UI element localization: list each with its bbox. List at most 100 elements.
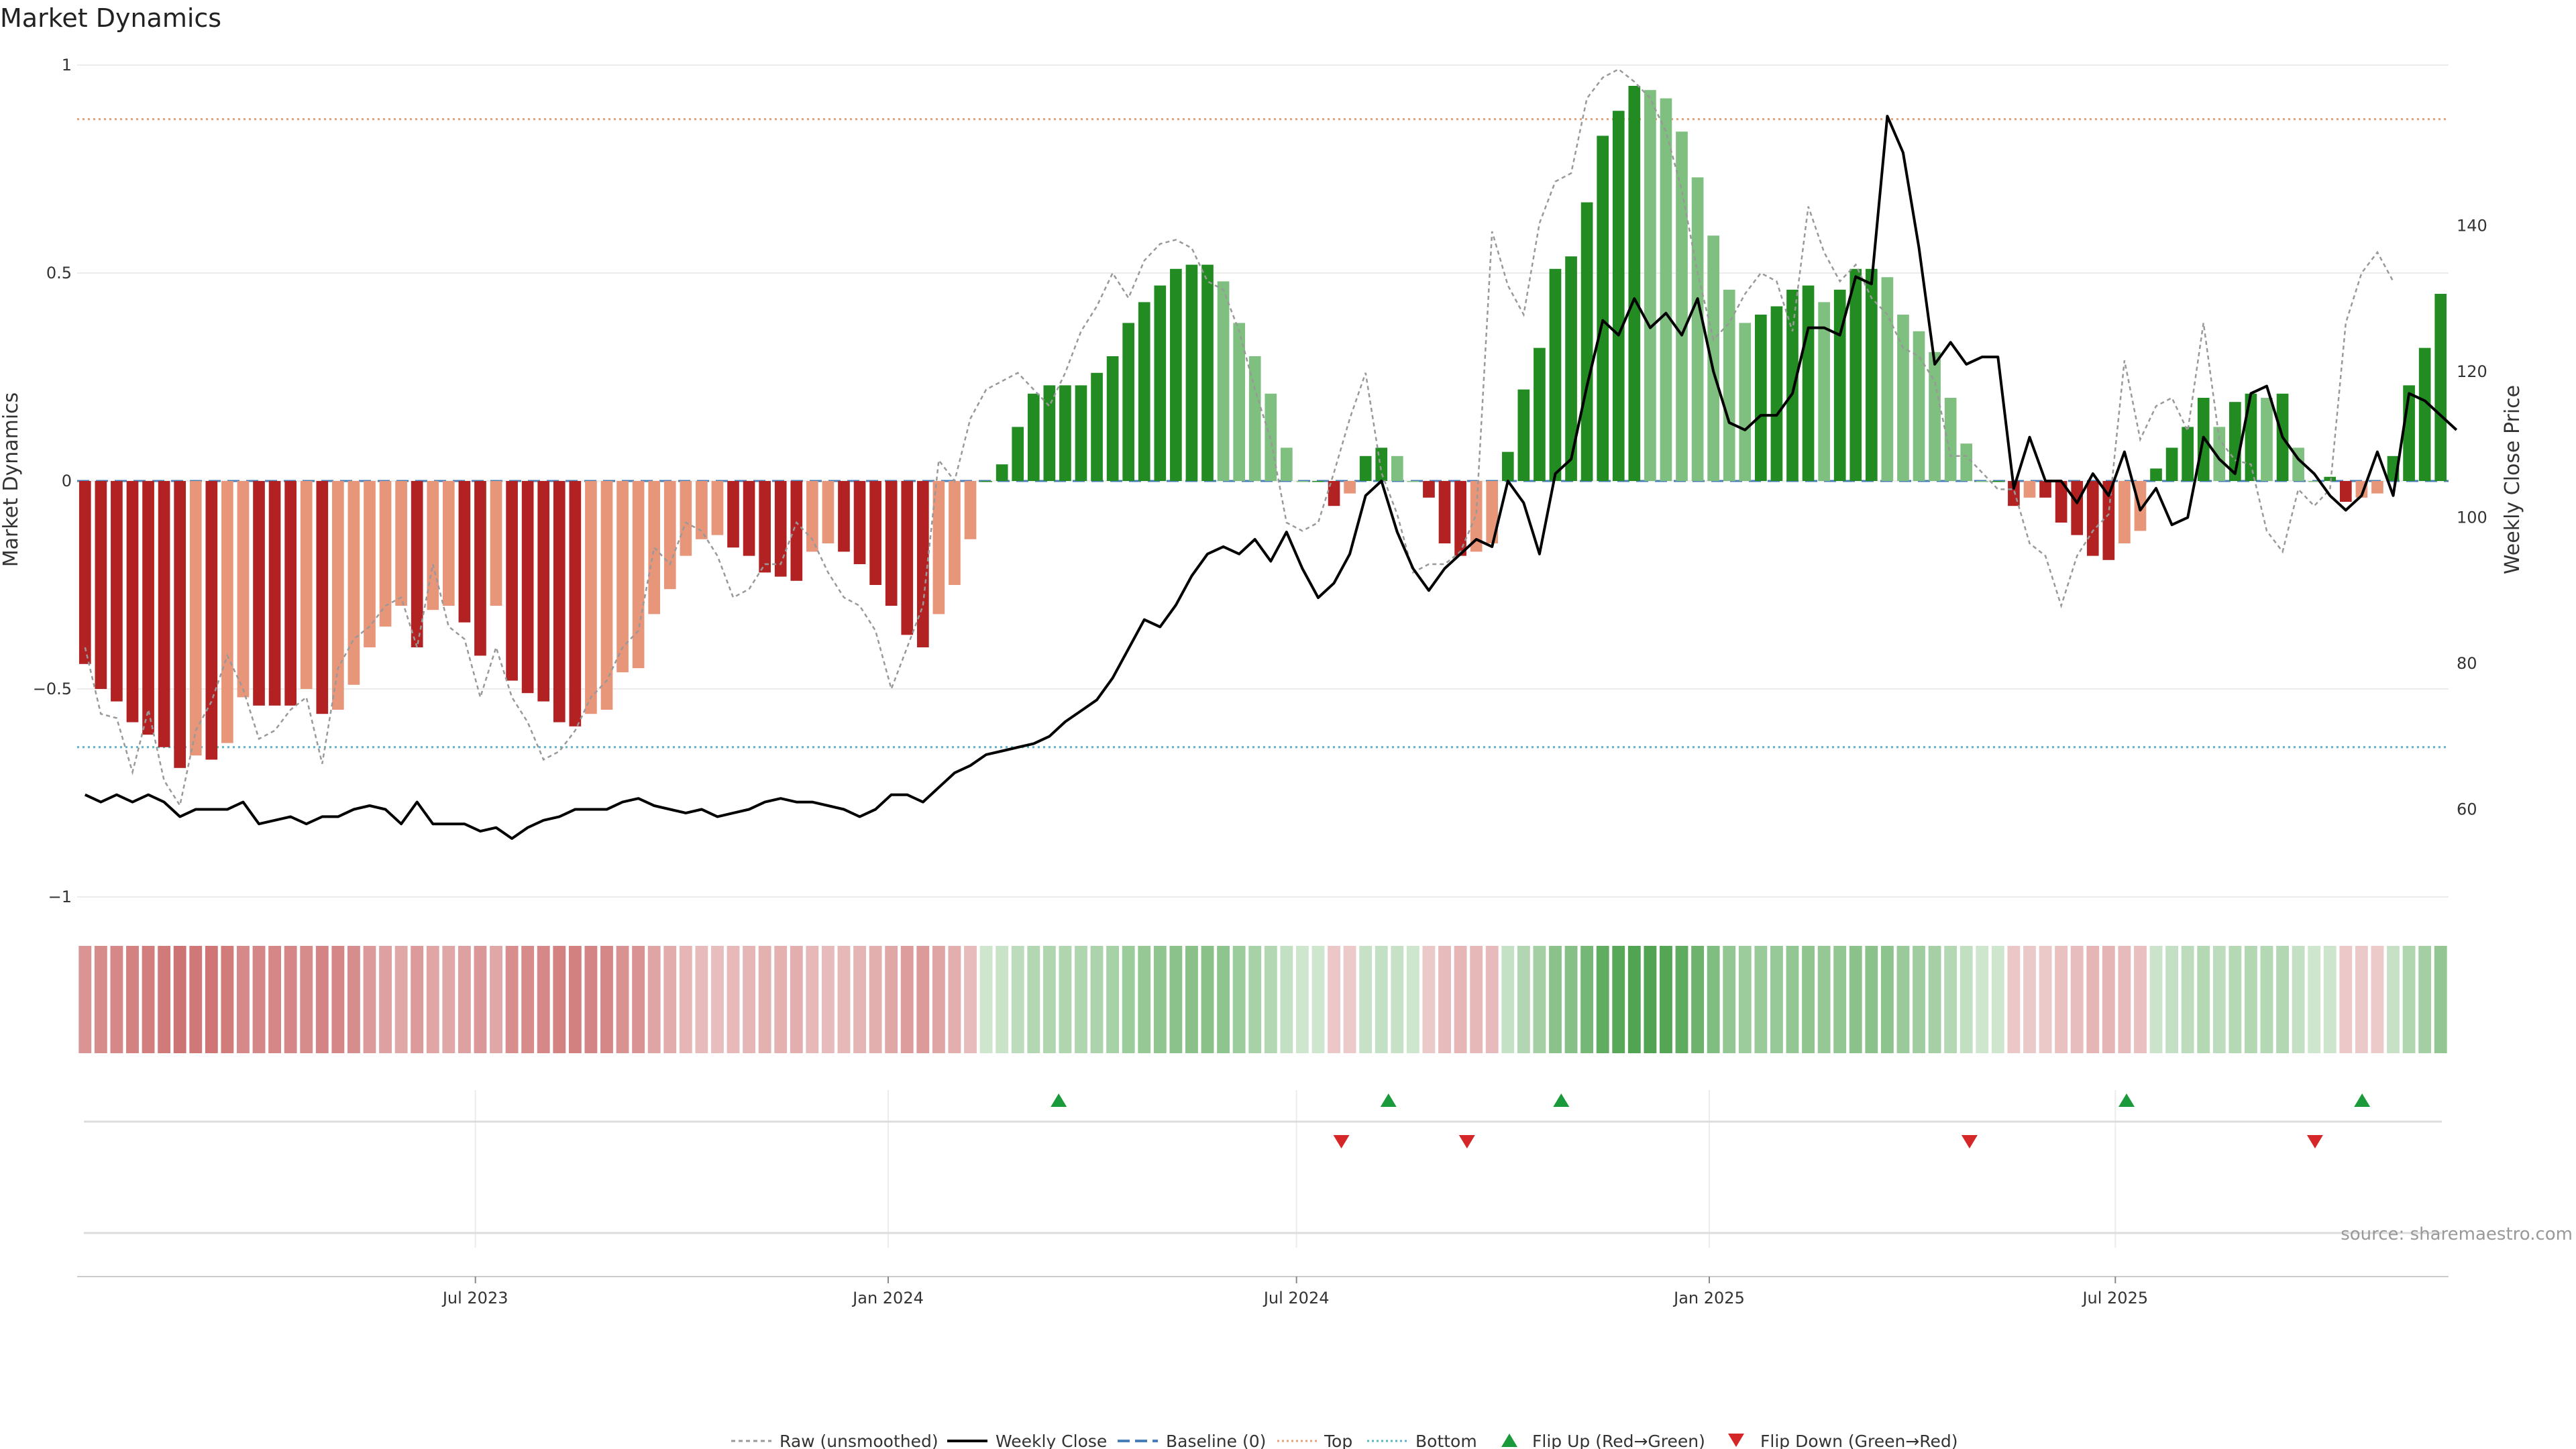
momentum-bar [1881,277,1894,481]
legend-bottom-label: Bottom [1415,1432,1477,1449]
heat-cell [1042,946,1056,1053]
heat-cell [869,946,882,1053]
heat-cell [1138,946,1151,1053]
flip-up-marker [1380,1093,1397,1107]
heat-cell [2055,946,2068,1053]
heat-cell [1280,946,1293,1053]
momentum-bar [2261,398,2273,481]
momentum-bar [442,481,455,606]
heat-cell [790,946,803,1053]
momentum-bar [1201,264,1214,481]
momentum-bar [838,481,850,552]
heat-cell [885,946,898,1053]
x-tick-label: Jul 2025 [2081,1289,2148,1307]
heat-cell [1264,946,1277,1053]
momentum-bar [2182,427,2194,481]
heat-cell [1612,946,1625,1053]
heat-cell [505,946,519,1053]
heat-cell [2086,946,2100,1053]
momentum-bar [2245,393,2257,481]
momentum-bar [1944,398,1957,481]
heat-cell [948,946,961,1053]
heat-cell [2292,946,2305,1053]
heat-cell [2229,946,2242,1053]
right-tick-label: 60 [2457,800,2477,818]
flip-down-marker [1458,1135,1475,1148]
momentum-bar [1580,202,1593,481]
heat-cell [1644,946,1657,1053]
momentum-bar [869,481,881,585]
momentum-bar [1091,372,1103,481]
legend: Raw (unsmoothed) Weekly Close Baseline (… [731,1432,1958,1449]
momentum-bars [78,86,2447,768]
momentum-bar [1106,356,1119,481]
heat-cell [932,946,945,1053]
momentum-bar [205,481,218,760]
heat-cell [1786,946,1799,1053]
heat-cell [2371,946,2384,1053]
momentum-bar [2150,468,2162,481]
heat-cell [110,946,123,1053]
momentum-bar [332,481,344,710]
momentum-bar [1644,90,1656,481]
heat-cell [1422,946,1436,1053]
heat-cell [600,946,613,1053]
momentum-bar [1296,481,1309,482]
heat-cell [1691,946,1705,1053]
heat-cell [442,946,455,1053]
heat-cell [2402,946,2416,1053]
momentum-bar [284,481,297,706]
heat-cell [189,946,203,1053]
chart-title: Market Dynamics [0,3,221,33]
right-axis-ticks: 60 80 100 120 140 [2457,216,2487,818]
momentum-bar [632,481,645,668]
legend-flip-up-label: Flip Up (Red→Green) [1532,1432,1705,1449]
heat-cell [916,946,930,1053]
heat-cell [1328,946,1340,1053]
momentum-bar [1454,481,1466,556]
momentum-bar [364,481,376,647]
momentum-bar [2339,481,2352,502]
left-axis-label: Market Dynamics [0,392,23,568]
flip-markers-panel [1051,1093,2371,1148]
heat-cell [300,946,313,1053]
momentum-bar [600,481,613,710]
right-axis-label: Weekly Close Price [2501,385,2524,574]
heat-cell [2418,946,2432,1053]
momentum-bar [237,481,250,698]
momentum-bar [774,481,787,577]
legend-close-label: Weekly Close [996,1432,1107,1449]
heat-cell [1754,946,1768,1053]
heat-cell [616,946,629,1053]
momentum-bar [158,481,170,747]
x-tick-label: Jan 2024 [851,1289,924,1307]
momentum-bar [1628,86,1641,481]
heat-cell [537,946,550,1053]
heat-cell [1075,946,1087,1053]
momentum-bar [1723,289,1735,481]
heat-cell [1660,946,1672,1053]
momentum-bar [996,464,1008,481]
heat-cell [394,946,408,1053]
heat-cell [1485,946,1499,1053]
close-series [84,115,2458,840]
heat-cell [2023,946,2036,1053]
momentum-bar [506,481,518,681]
heat-cell [632,946,645,1053]
heat-cell [1185,946,1198,1053]
momentum-heat-strip [78,946,2447,1053]
momentum-bar [1865,268,1878,481]
momentum-bar [569,481,582,727]
heat-cell [1311,946,1325,1053]
heat-cell [2070,946,2084,1053]
heat-cell [2244,946,2257,1053]
momentum-bar [95,481,107,689]
heat-cell [1896,946,1910,1053]
momentum-bar [1438,481,1451,543]
momentum-bar [790,481,803,581]
heat-cell [553,946,566,1053]
momentum-bar [189,481,202,756]
heat-cell [1232,946,1246,1053]
heat-cell [2149,946,2163,1053]
heat-cell [1153,946,1167,1053]
